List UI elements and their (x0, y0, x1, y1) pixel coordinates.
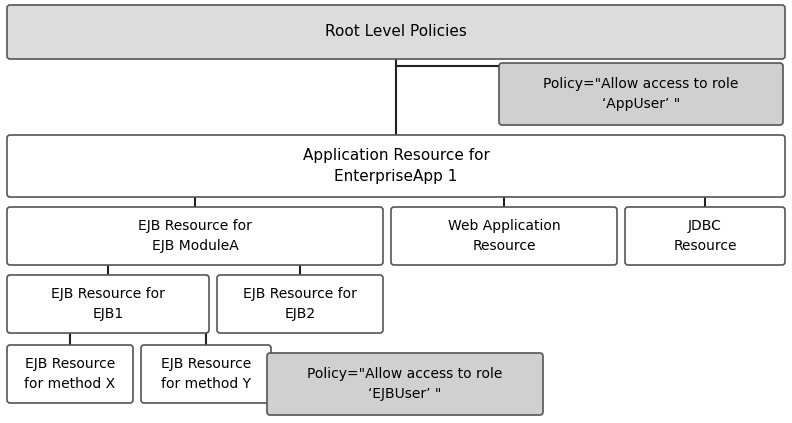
FancyBboxPatch shape (7, 345, 133, 403)
Text: EJB Resource for
EJB1: EJB Resource for EJB1 (51, 287, 165, 321)
FancyBboxPatch shape (7, 5, 785, 59)
Text: Policy="Allow access to role
‘AppUser’ ": Policy="Allow access to role ‘AppUser’ " (543, 77, 739, 111)
Text: EJB Resource
for method X: EJB Resource for method X (25, 357, 116, 391)
FancyBboxPatch shape (141, 345, 271, 403)
FancyBboxPatch shape (391, 207, 617, 265)
Text: Web Application
Resource: Web Application Resource (447, 219, 560, 253)
FancyBboxPatch shape (7, 135, 785, 197)
Text: EJB Resource for
EJB ModuleA: EJB Resource for EJB ModuleA (138, 219, 252, 253)
Text: JDBC
Resource: JDBC Resource (673, 219, 737, 253)
Text: EJB Resource
for method Y: EJB Resource for method Y (161, 357, 251, 391)
FancyBboxPatch shape (625, 207, 785, 265)
Text: Application Resource for
EnterpriseApp 1: Application Resource for EnterpriseApp 1 (303, 148, 489, 184)
FancyBboxPatch shape (267, 353, 543, 415)
FancyBboxPatch shape (499, 63, 783, 125)
Text: Policy="Allow access to role
‘EJBUser’ ": Policy="Allow access to role ‘EJBUser’ " (307, 367, 503, 401)
FancyBboxPatch shape (217, 275, 383, 333)
Text: Root Level Policies: Root Level Policies (325, 25, 467, 39)
FancyBboxPatch shape (7, 207, 383, 265)
FancyBboxPatch shape (7, 275, 209, 333)
Text: EJB Resource for
EJB2: EJB Resource for EJB2 (243, 287, 357, 321)
